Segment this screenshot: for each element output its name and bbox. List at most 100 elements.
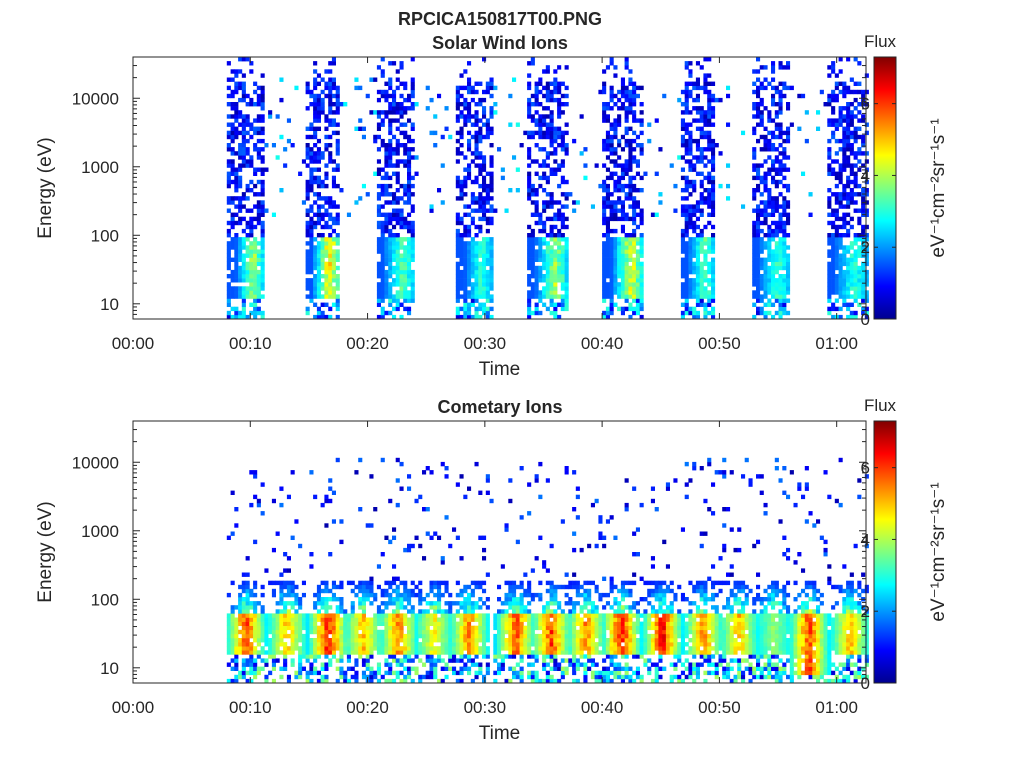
flux-pixel (316, 290, 321, 295)
flux-pixel (358, 126, 363, 131)
flux-pixel (726, 85, 731, 91)
flux-pixel (373, 134, 378, 140)
flux-pixel (489, 126, 494, 131)
flux-pixel (692, 269, 697, 275)
flux-pixel (339, 646, 344, 651)
flux-pixel (842, 159, 847, 164)
flux-pixel (279, 584, 284, 590)
flux-pixel (613, 65, 618, 70)
flux-pixel (545, 269, 550, 275)
flux-pixel (560, 163, 565, 168)
flux-pixel (328, 278, 333, 283)
flux-pixel (692, 208, 697, 213)
flux-pixel (564, 274, 569, 279)
flux-pixel (245, 245, 250, 250)
flux-pixel (560, 237, 565, 242)
flux-pixel (482, 134, 487, 140)
flux-pixel (842, 216, 847, 222)
flux-pixel (249, 617, 254, 622)
flux-pixel (778, 224, 783, 230)
flux-pixel (407, 282, 412, 287)
flux-pixel (557, 200, 562, 205)
flux-pixel (846, 233, 851, 238)
flux-pixel (782, 278, 787, 283)
flux-pixel (238, 650, 243, 655)
flux-pixel (632, 306, 637, 312)
flux-pixel (549, 126, 554, 131)
flux-pixel (410, 257, 415, 262)
flux-pixel (549, 228, 554, 234)
flux-pixel (688, 237, 693, 242)
flux-pixel (632, 159, 637, 164)
flux-pixel (271, 638, 276, 643)
flux-pixel (335, 241, 340, 246)
flux-pixel (572, 138, 577, 144)
flux-pixel (305, 208, 310, 213)
flux-pixel (527, 257, 532, 262)
flux-pixel (861, 97, 866, 103)
flux-pixel (361, 580, 366, 586)
flux-pixel (831, 241, 836, 246)
flux-pixel (354, 625, 359, 631)
flux-pixel (271, 617, 276, 622)
flux-pixel (695, 294, 700, 299)
flux-pixel (553, 216, 558, 222)
flux-pixel (399, 245, 404, 250)
flux-pixel (613, 286, 618, 291)
flux-pixel (230, 490, 235, 495)
flux-pixel (474, 179, 479, 185)
flux-pixel (695, 257, 700, 262)
flux-pixel (527, 61, 532, 66)
flux-pixel (354, 670, 359, 676)
flux-pixel (294, 592, 299, 598)
flux-pixel (680, 261, 685, 267)
flux-pixel (609, 143, 614, 148)
flux-pixel (309, 147, 314, 152)
flux-pixel (613, 93, 618, 99)
flux-pixel (767, 253, 772, 258)
flux-pixel (264, 613, 269, 618)
flux-pixel (463, 122, 468, 127)
flux-pixel (234, 167, 239, 172)
flux-pixel (609, 61, 614, 66)
flux-pixel (684, 138, 689, 144)
flux-pixel (703, 224, 708, 230)
flux-pixel (695, 126, 700, 131)
flux-pixel (834, 85, 839, 91)
flux-pixel (346, 212, 351, 217)
flux-pixel (324, 69, 329, 74)
flux-pixel (489, 81, 494, 86)
flux-pixel (444, 674, 449, 680)
flux-pixel (771, 274, 776, 279)
flux-pixel (230, 171, 235, 176)
flux-pixel (545, 130, 550, 136)
flux-pixel (253, 286, 258, 291)
flux-pixel (331, 85, 336, 91)
flux-pixel (395, 625, 400, 631)
flux-pixel (515, 188, 520, 193)
flux-pixel (624, 61, 629, 66)
flux-pixel (403, 547, 408, 553)
flux-pixel (395, 69, 400, 74)
flux-pixel (778, 159, 783, 164)
flux-pixel (530, 253, 535, 258)
flux-pixel (635, 306, 640, 312)
flux-pixel (309, 654, 314, 659)
flux-pixel (842, 118, 847, 123)
flux-pixel (861, 306, 866, 312)
flux-pixel (249, 179, 254, 185)
flux-pixel (403, 298, 408, 303)
flux-pixel (392, 118, 397, 123)
flux-pixel (403, 282, 408, 287)
flux-pixel (553, 85, 558, 91)
flux-pixel (437, 654, 442, 659)
flux-pixel (635, 204, 640, 209)
flux-pixel (328, 269, 333, 275)
flux-pixel (605, 220, 610, 226)
flux-pixel (628, 126, 633, 131)
flux-pixel (320, 286, 325, 291)
flux-pixel (842, 126, 847, 131)
flux-pixel (842, 151, 847, 156)
flux-pixel (489, 265, 494, 271)
